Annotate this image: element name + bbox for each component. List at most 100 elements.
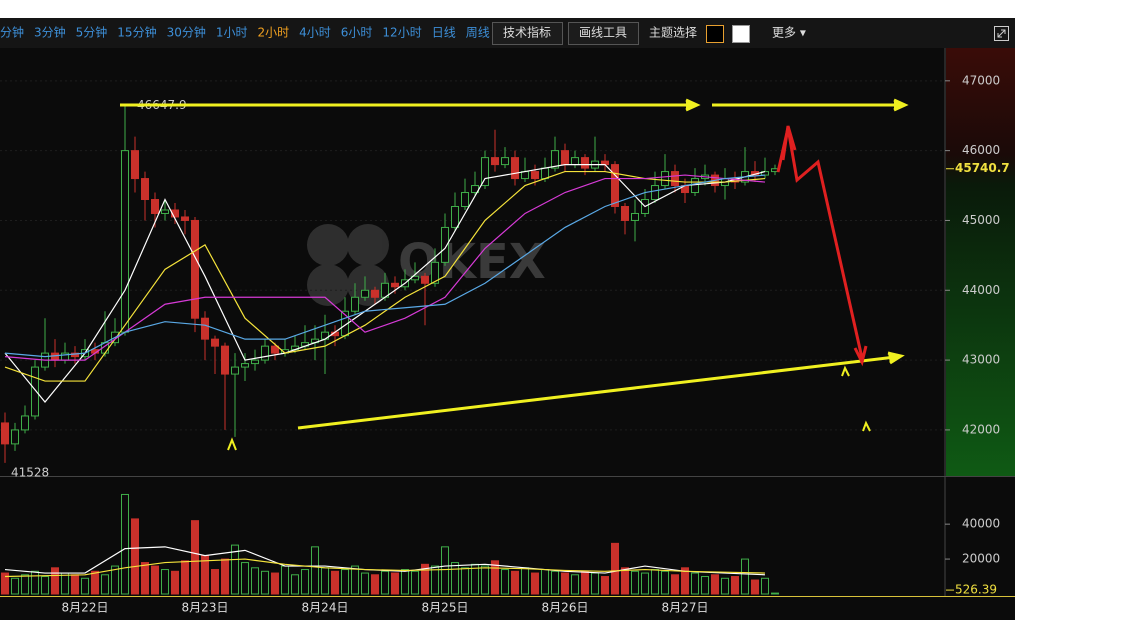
candle-body (131, 150, 139, 180)
toolbar-button[interactable] (568, 22, 639, 45)
theme-dark[interactable] (706, 25, 724, 43)
candle-body (1, 422, 9, 445)
volume-bar (211, 569, 219, 595)
volume-bar (391, 572, 399, 595)
volume-bar (631, 570, 639, 595)
x-tick-label: 8月27日 (662, 601, 709, 615)
candle-body (431, 261, 439, 284)
theme-label: 主题选择 (649, 26, 697, 40)
volume-bar (141, 562, 149, 595)
volume-bar (61, 572, 69, 595)
interval-tab[interactable]: 12小时 (382, 26, 421, 40)
candle-body (201, 317, 209, 340)
volume-bar (231, 544, 239, 595)
interval-tab[interactable]: 4小时 (299, 26, 331, 40)
candle-body (351, 296, 359, 312)
volume-bar (481, 565, 489, 595)
volume-bar (331, 570, 339, 595)
annotations (120, 98, 909, 451)
volume-bar (541, 569, 549, 595)
candle-body (501, 157, 509, 166)
y-tick-label: 46000 (962, 143, 1000, 157)
volume-bar (91, 570, 99, 595)
candle-body (371, 289, 379, 298)
volume-bar (751, 579, 759, 595)
volume-bar (741, 558, 749, 595)
interval-tab[interactable]: 日线 (432, 26, 456, 40)
price-axis-background (946, 48, 1015, 476)
toolbar-button[interactable] (492, 22, 563, 45)
interval-tab[interactable]: 分钟 (0, 25, 24, 40)
volume-bar (761, 577, 769, 595)
candle-body (191, 219, 199, 319)
volume-bar (511, 570, 519, 595)
volume-tick-label: 40000 (962, 517, 1000, 531)
candle-body (21, 415, 29, 431)
candle-body (361, 289, 369, 298)
ma-line (4, 170, 766, 382)
volume-bar (381, 570, 389, 595)
volume-bar (131, 518, 139, 595)
volume-bar (281, 565, 289, 595)
candle-body (151, 199, 159, 214)
volume-bar (521, 567, 529, 595)
candle-body (491, 157, 499, 166)
candle-body (231, 366, 239, 375)
volume-bar (71, 574, 79, 595)
interval-tab[interactable]: 15分钟 (117, 25, 156, 40)
ma-line (4, 164, 766, 403)
candle-body (661, 171, 669, 187)
y-tick-label: 43000 (962, 353, 1000, 367)
volume-bar (431, 565, 439, 595)
candle-body (161, 209, 169, 214)
candle-body (561, 150, 569, 166)
interval-tab[interactable]: 5分钟 (76, 25, 108, 40)
volume-bar (271, 572, 279, 595)
volume-bar (251, 567, 259, 595)
volume-bar (11, 577, 19, 595)
volume-bar (421, 563, 429, 595)
theme-light[interactable] (732, 25, 750, 43)
volume-bar (661, 570, 669, 595)
volume-bar (1, 572, 9, 595)
fullscreen-button[interactable] (994, 26, 1009, 41)
volume-bar (111, 565, 119, 595)
volume-bar (501, 569, 509, 595)
volume-bar (301, 569, 309, 595)
volume-bar (651, 569, 659, 595)
interval-tab[interactable]: 周线 (466, 26, 490, 40)
candle-body (251, 359, 259, 365)
volume-bar (161, 569, 169, 595)
x-tick-label: 8月22日 (62, 601, 109, 615)
interval-tab[interactable]: 2小时 (258, 26, 290, 40)
candle-body (461, 192, 469, 207)
volume-bar (641, 572, 649, 595)
toolbar-button-label[interactable]: 技术指标 (503, 25, 551, 40)
low-label: 41528 (11, 465, 49, 479)
candle-body (541, 167, 549, 180)
x-tick-label: 8月24日 (302, 601, 349, 615)
interval-tab[interactable]: 3分钟 (34, 25, 66, 40)
toolbar-button-label[interactable]: 画线工具 (579, 26, 627, 40)
volume-bar (371, 574, 379, 595)
theme-swatches[interactable] (706, 25, 750, 43)
volume-bar (261, 570, 269, 595)
interval-tab[interactable]: 6小时 (341, 26, 373, 40)
volume-bar (291, 574, 299, 595)
volume-bar (671, 574, 679, 595)
candle-body (31, 366, 39, 417)
more-menu[interactable]: 更多 ▾ (772, 26, 806, 40)
volume-bar (51, 567, 59, 595)
volume-bar (411, 570, 419, 595)
interval-tab[interactable]: 30分钟 (167, 25, 206, 40)
candle-body (141, 178, 149, 201)
candle-body (181, 216, 189, 221)
ma-line (4, 174, 766, 358)
last-price-label: 45740.7 (955, 161, 1010, 175)
volume-bar (181, 560, 189, 595)
x-tick-label: 8月23日 (182, 601, 229, 615)
interval-tab[interactable]: 1小时 (216, 26, 248, 40)
volume-bar (311, 546, 319, 595)
volume-bar (401, 569, 409, 595)
